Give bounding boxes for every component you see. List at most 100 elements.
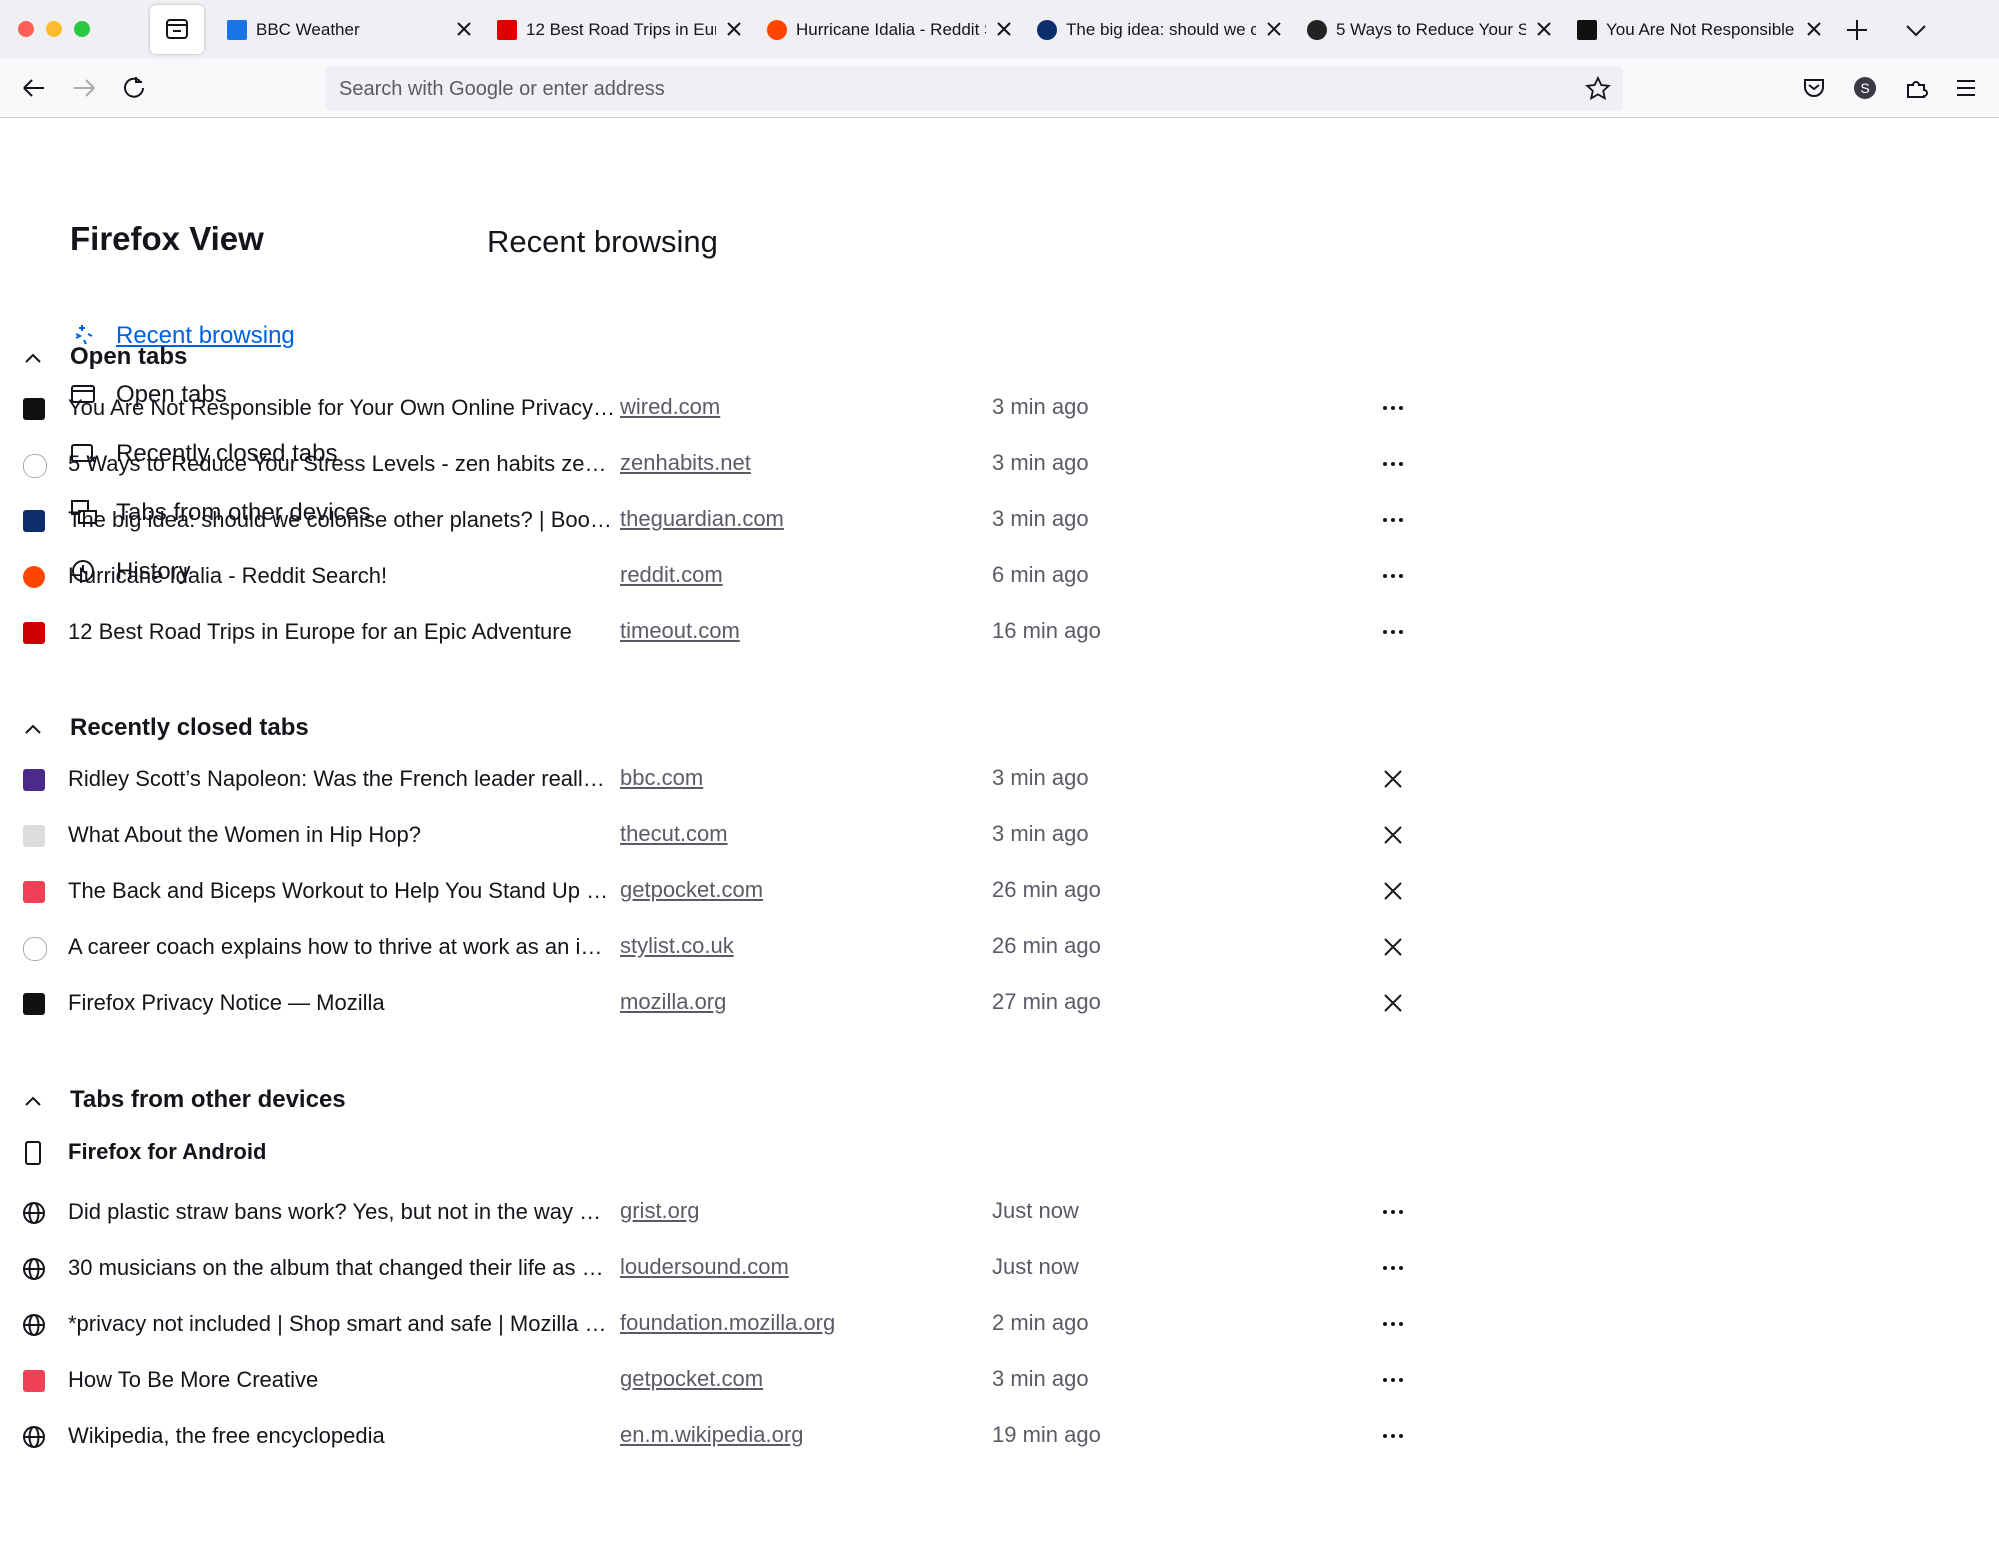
row-time: 3 min ago [992,450,1089,475]
more-button[interactable] [1381,1200,1405,1229]
more-button[interactable] [1381,1256,1405,1285]
row-title[interactable]: Ridley Scott’s Napoleon: Was the French … [68,766,605,791]
section-title: Tabs from other devices [70,1086,346,1113]
dismiss-button[interactable] [1381,935,1405,964]
row-domain[interactable]: wired.com [620,394,721,419]
row-title[interactable]: How To Be More Creative [68,1367,319,1392]
tab-row[interactable]: Ridley Scott’s Napoleon: Was the French … [0,759,1426,799]
tab-row[interactable]: What About the Women in Hip Hop? thecut.c… [0,815,1426,855]
more-button[interactable] [1381,396,1405,425]
sidebar-item[interactable]: Tabs from other devices [116,499,371,526]
more-button[interactable] [1381,1312,1405,1341]
row-domain[interactable]: timeout.com [620,618,740,643]
row-time: 3 min ago [992,821,1089,846]
tab[interactable]: BBC Weather [223,5,485,54]
device-name: Firefox for Android [68,1139,267,1164]
row-title[interactable]: What About the Women in Hip Hop? [68,822,422,847]
tab-row[interactable]: Firefox Privacy Notice — Mozilla mozilla.… [0,983,1426,1023]
nav-buttons[interactable] [18,73,148,103]
row-title[interactable]: Firefox Privacy Notice — Mozilla [68,990,385,1015]
row-domain[interactable]: thecut.com [620,821,728,846]
tab-row[interactable]: 12 Best Road Trips in Europe for an Epic… [0,612,1426,652]
firefox-view-icon [166,19,188,39]
tab-row[interactable]: 30 musicians on the album that changed t… [0,1248,1426,1288]
sidebar-icon [70,440,98,473]
favicon [23,622,45,644]
more-button[interactable] [1381,1368,1405,1397]
tab-row[interactable]: Wikipedia, the free encyclopedia en.m.wik… [0,1416,1426,1456]
more-button[interactable] [1381,508,1405,537]
row-domain[interactable]: reddit.com [620,562,723,587]
row-title[interactable]: Did plastic straw bans work? Yes, but no… [68,1199,602,1224]
row-domain[interactable]: getpocket.com [620,1366,764,1391]
dismiss-button[interactable] [1381,991,1405,1020]
firefox-view-tab[interactable] [150,5,204,54]
tab-row[interactable]: The Back and Biceps Workout to Help You … [0,871,1426,911]
row-domain[interactable]: stylist.co.uk [620,933,734,958]
sidebar-item[interactable]: History [116,558,191,585]
tab[interactable]: Hurricane Idalia - Reddit S [763,5,1025,54]
collapse-toggle [22,718,44,745]
tab-row[interactable]: *privacy not included | Shop smart and s… [0,1304,1426,1344]
tab-row[interactable]: Hurricane Idalia - Reddit Search! reddit.… [0,556,1426,596]
more-button[interactable] [1381,620,1405,649]
sidebar-item[interactable]: Recently closed tabs [116,440,338,467]
more-button[interactable] [1381,1424,1405,1453]
tab-favicon [1037,20,1057,40]
tab-row[interactable]: The big idea: should we colonise other p… [0,500,1426,540]
tab-row[interactable]: You Are Not Responsible for Your Own Onl… [0,388,1426,428]
tab-label: You Are Not Responsible f [1606,20,1796,39]
row-title[interactable]: You Are Not Responsible for Your Own Onl… [68,395,616,420]
row-domain[interactable]: grist.org [620,1198,700,1223]
row-domain[interactable]: getpocket.com [620,877,764,902]
tab-row[interactable]: A career coach explains how to thrive at… [0,927,1426,967]
close-window[interactable] [18,21,34,37]
sidebar-icon [70,381,98,414]
row-time: Just now [992,1198,1079,1223]
row-title[interactable]: 30 musicians on the album that changed t… [68,1255,604,1280]
bookmark-star[interactable] [1585,76,1611,102]
tab-row[interactable]: 5 Ways to Reduce Your Stress Levels - ze… [0,444,1426,484]
favicon [23,1370,45,1392]
sidebar-title: Firefox View [70,220,264,257]
row-title[interactable]: The big idea: should we colonise other p… [68,507,612,532]
dismiss-button[interactable] [1381,823,1405,852]
dismiss-button[interactable] [1381,767,1405,796]
row-domain[interactable]: mozilla.org [620,989,727,1014]
tab[interactable]: The big idea: should we co [1033,5,1295,54]
tab-row[interactable]: How To Be More Creative getpocket.com 3 mi… [0,1360,1426,1400]
row-domain[interactable]: en.m.wikipedia.org [620,1422,804,1447]
row-domain[interactable]: bbc.com [620,765,704,790]
maximize-window[interactable] [74,21,90,37]
address-bar[interactable]: Search with Google or enter address [325,66,1623,111]
tab[interactable]: 5 Ways to Reduce Your St [1303,5,1565,54]
row-time: 3 min ago [992,765,1089,790]
row-domain[interactable]: theguardian.com [620,506,784,531]
minimize-window[interactable] [46,21,62,37]
row-title[interactable]: 5 Ways to Reduce Your Stress Levels - ze… [68,451,607,476]
sidebar-item[interactable]: Recent browsing [116,322,295,349]
tab[interactable]: You Are Not Responsible f [1573,5,1835,54]
tab-controls[interactable] [1843,16,1963,44]
globe-icon [22,1257,46,1286]
row-domain[interactable]: loudersound.com [620,1254,789,1279]
row-domain[interactable]: foundation.mozilla.org [620,1310,836,1335]
row-title[interactable]: The Back and Biceps Workout to Help You … [68,878,609,903]
row-time: 19 min ago [992,1422,1101,1447]
row-title[interactable]: Wikipedia, the free encyclopedia [68,1423,385,1448]
more-button[interactable] [1381,452,1405,481]
dismiss-button[interactable] [1381,879,1405,908]
row-domain[interactable]: zenhabits.net [620,450,751,475]
toolbar-icons[interactable]: S [1800,73,1990,103]
tab[interactable]: 12 Best Road Trips in Euro [493,5,755,54]
sidebar-item[interactable]: Open tabs [116,381,227,408]
row-title[interactable]: *privacy not included | Shop smart and s… [68,1311,607,1336]
tab-row[interactable]: Did plastic straw bans work? Yes, but no… [0,1192,1426,1232]
row-title[interactable]: 12 Best Road Trips in Europe for an Epic… [68,619,572,644]
row-title[interactable]: Hurricane Idalia - Reddit Search! [68,563,388,588]
row-time: 2 min ago [992,1310,1089,1335]
more-button[interactable] [1381,564,1405,593]
row-title[interactable]: A career coach explains how to thrive at… [68,934,603,959]
tab-label: Hurricane Idalia - Reddit S [796,20,986,39]
tab-label: BBC Weather [256,20,360,39]
